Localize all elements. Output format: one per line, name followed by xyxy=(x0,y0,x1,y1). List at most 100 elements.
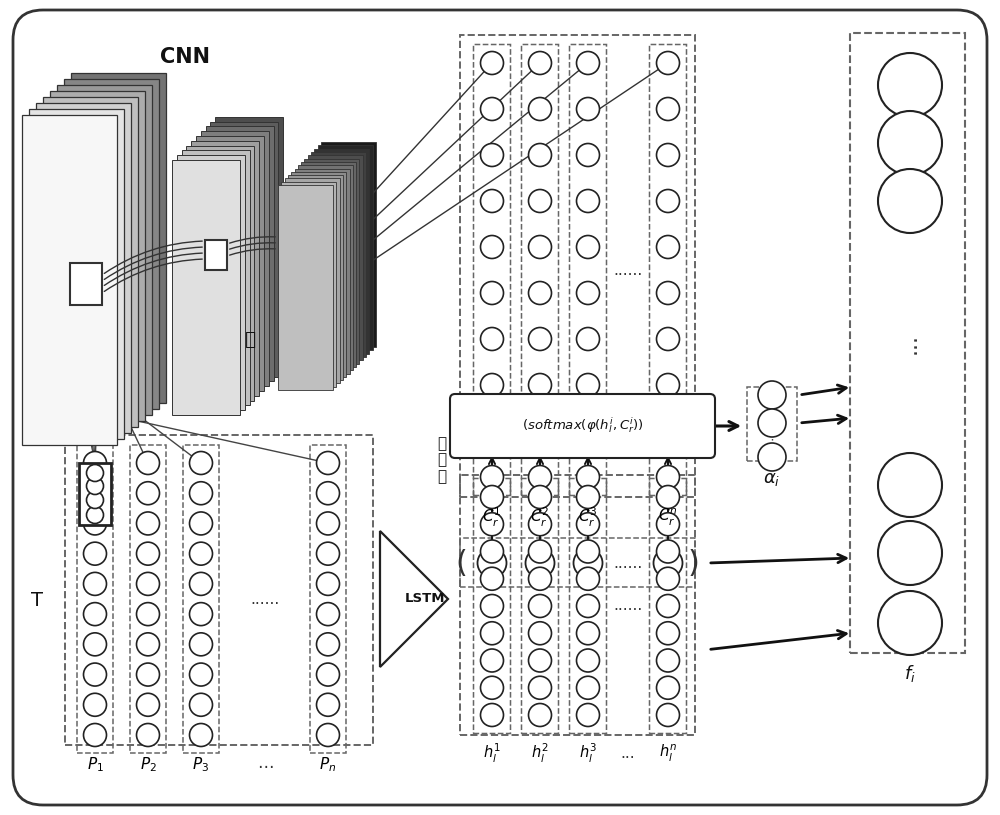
Circle shape xyxy=(576,236,600,258)
Text: $h_l^1$: $h_l^1$ xyxy=(483,742,501,764)
Circle shape xyxy=(529,98,552,121)
Text: $C_r^2$: $C_r^2$ xyxy=(530,505,550,529)
Circle shape xyxy=(529,567,552,590)
Circle shape xyxy=(529,328,552,350)
Circle shape xyxy=(137,632,160,656)
Bar xyxy=(191,141,259,396)
Bar xyxy=(36,103,131,433)
Bar xyxy=(278,185,333,390)
Circle shape xyxy=(656,51,680,74)
Text: $C_r^1$: $C_r^1$ xyxy=(482,505,502,529)
Bar xyxy=(215,117,283,372)
Circle shape xyxy=(190,542,213,565)
Circle shape xyxy=(481,373,504,397)
Circle shape xyxy=(84,512,107,535)
Bar xyxy=(70,263,102,305)
Circle shape xyxy=(576,486,600,509)
Text: ......: ...... xyxy=(250,593,280,607)
Bar xyxy=(206,126,274,381)
Circle shape xyxy=(529,190,552,213)
Text: $P_3$: $P_3$ xyxy=(192,756,210,774)
Circle shape xyxy=(576,622,600,645)
Bar xyxy=(64,79,159,409)
Bar xyxy=(177,155,245,410)
Circle shape xyxy=(529,143,552,166)
Circle shape xyxy=(576,98,600,121)
Text: ......: ...... xyxy=(613,556,643,570)
Circle shape xyxy=(529,676,552,699)
Circle shape xyxy=(190,452,213,474)
Circle shape xyxy=(656,236,680,258)
Text: $\alpha_i$: $\alpha_i$ xyxy=(763,470,781,488)
Text: LSTM: LSTM xyxy=(405,593,446,606)
Text: $(softmax(\varphi(h_l^i, C_r^i))$: $(softmax(\varphi(h_l^i, C_r^i))$ xyxy=(522,415,643,435)
Circle shape xyxy=(758,443,786,471)
Circle shape xyxy=(576,420,600,443)
Circle shape xyxy=(137,482,160,504)
Circle shape xyxy=(656,540,680,563)
Circle shape xyxy=(878,53,942,117)
Text: ): ) xyxy=(687,548,699,578)
Bar xyxy=(295,169,350,373)
Circle shape xyxy=(758,409,786,437)
Circle shape xyxy=(84,452,107,474)
Bar xyxy=(79,463,111,525)
Circle shape xyxy=(317,452,340,474)
Circle shape xyxy=(87,478,104,495)
Bar xyxy=(304,159,359,363)
Bar xyxy=(301,162,356,367)
Text: CNN: CNN xyxy=(160,47,210,67)
Circle shape xyxy=(656,513,680,535)
Bar xyxy=(22,115,117,445)
Circle shape xyxy=(656,622,680,645)
Circle shape xyxy=(190,632,213,656)
Circle shape xyxy=(190,482,213,504)
Bar xyxy=(298,165,353,370)
Text: $P_2$: $P_2$ xyxy=(140,756,156,774)
Circle shape xyxy=(84,572,107,596)
Circle shape xyxy=(84,542,107,565)
Text: 特征融含: 特征融含 xyxy=(214,331,257,349)
Circle shape xyxy=(190,694,213,716)
Circle shape xyxy=(84,694,107,716)
Circle shape xyxy=(529,703,552,726)
Circle shape xyxy=(656,281,680,305)
Text: $h_l^2$: $h_l^2$ xyxy=(531,742,549,764)
Circle shape xyxy=(317,694,340,716)
Circle shape xyxy=(576,676,600,699)
Circle shape xyxy=(878,111,942,175)
Circle shape xyxy=(84,724,107,747)
Circle shape xyxy=(576,373,600,397)
Circle shape xyxy=(576,51,600,74)
Circle shape xyxy=(137,512,160,535)
Circle shape xyxy=(481,98,504,121)
Circle shape xyxy=(84,632,107,656)
Circle shape xyxy=(576,540,600,563)
Text: ...: ... xyxy=(900,333,920,354)
Circle shape xyxy=(529,540,552,563)
Bar xyxy=(29,109,124,439)
Text: $f_i$: $f_i$ xyxy=(904,663,916,684)
Circle shape xyxy=(481,465,504,488)
Bar xyxy=(196,136,264,391)
Circle shape xyxy=(758,381,786,409)
Bar xyxy=(311,152,366,357)
Circle shape xyxy=(190,724,213,747)
Circle shape xyxy=(656,676,680,699)
Text: $\cdots$: $\cdots$ xyxy=(257,756,273,774)
FancyBboxPatch shape xyxy=(450,394,715,458)
Circle shape xyxy=(576,328,600,350)
Circle shape xyxy=(654,548,682,578)
Circle shape xyxy=(576,281,600,305)
Circle shape xyxy=(576,649,600,672)
Circle shape xyxy=(656,143,680,166)
Circle shape xyxy=(137,724,160,747)
Circle shape xyxy=(574,548,602,578)
Circle shape xyxy=(84,482,107,504)
Circle shape xyxy=(656,420,680,443)
Circle shape xyxy=(137,572,160,596)
Circle shape xyxy=(481,190,504,213)
Circle shape xyxy=(317,724,340,747)
Bar xyxy=(314,148,369,354)
Circle shape xyxy=(529,513,552,535)
